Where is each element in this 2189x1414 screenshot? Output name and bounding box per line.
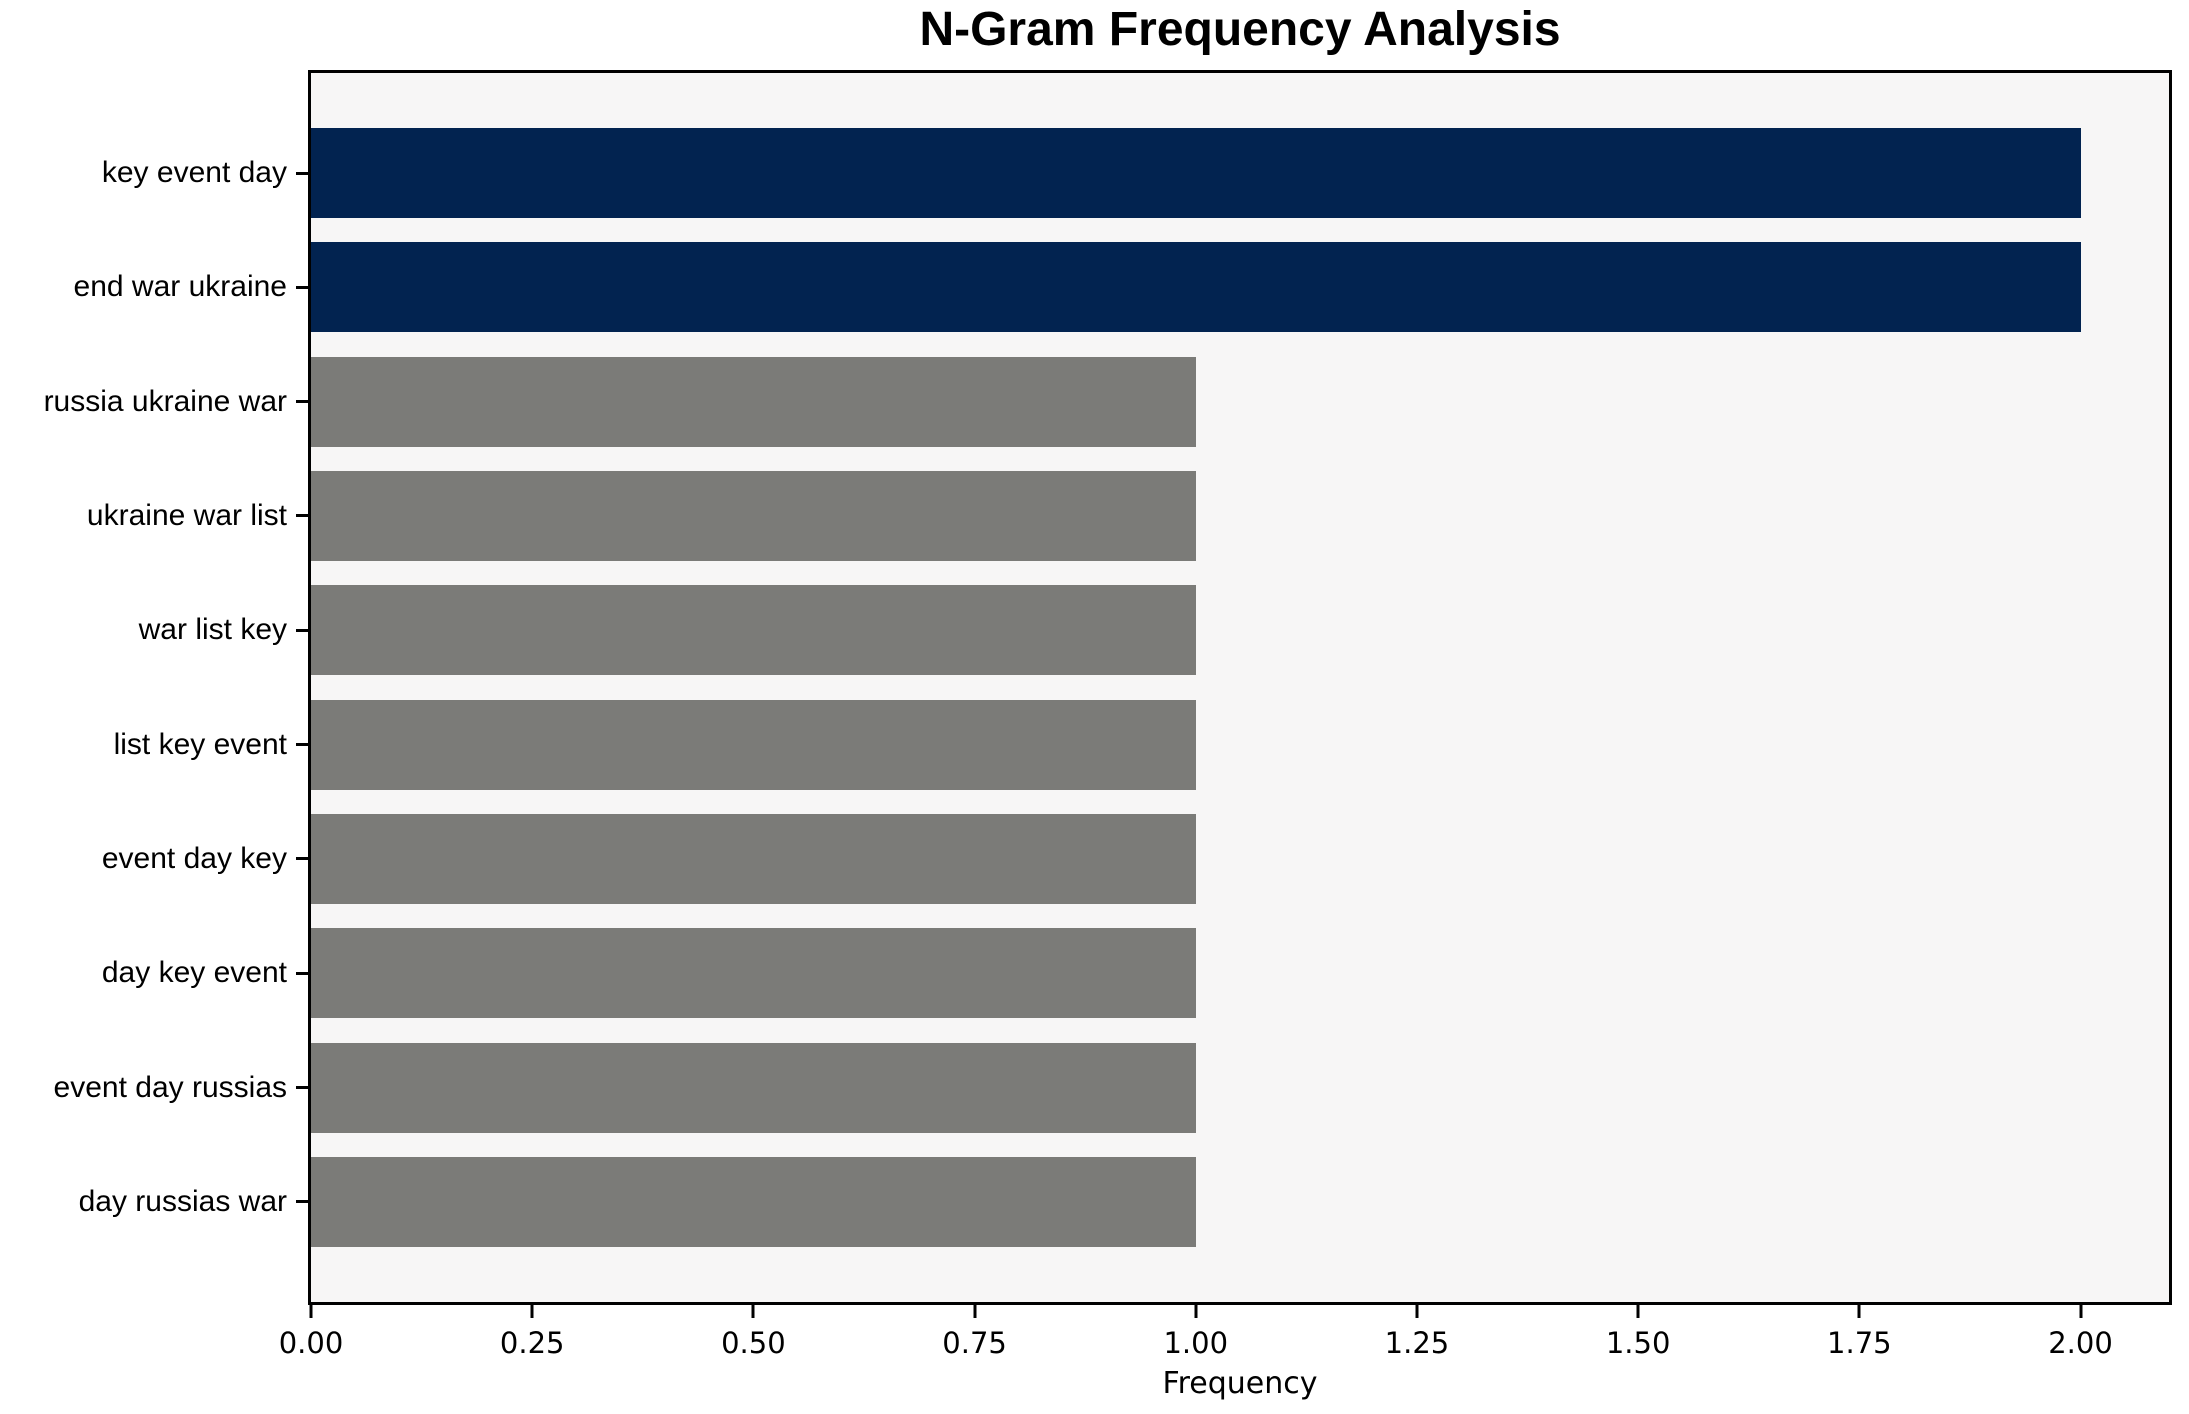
y-tick-row: day russias war: [0, 1157, 308, 1247]
y-axis: key event day end war ukraine russia ukrai…: [0, 73, 308, 1302]
y-tick-mark: [296, 628, 308, 632]
x-tick-mark: [751, 1305, 755, 1318]
chart-title: N-Gram Frequency Analysis: [919, 3, 1561, 56]
x-tick-mark: [530, 1305, 534, 1318]
bars-container: [311, 73, 2169, 1302]
y-tick-label: day russias war: [78, 1184, 287, 1218]
x-axis-label: Frequency: [1162, 1366, 1318, 1401]
y-tick-label: day key event: [101, 956, 287, 990]
y-tick-row: war list key: [0, 585, 308, 675]
y-tick-mark: [296, 1200, 308, 1204]
y-tick-row: end war ukraine: [0, 242, 308, 332]
x-tick-mark: [1636, 1305, 1640, 1318]
y-tick-mark: [296, 971, 308, 975]
y-tick-row: ukraine war list: [0, 471, 308, 561]
x-axis: 0.00 0.25 0.50 0.75 1.00 1.25 1.50 1.75 2.00: [279, 1305, 2169, 1375]
y-tick-row: event day russias: [0, 1043, 308, 1133]
bar-war-list-key: [311, 585, 1196, 676]
bar-ukraine-war-list: [311, 470, 1196, 561]
y-tick-mark: [296, 514, 308, 518]
x-tick-label: 2.00: [2048, 1326, 2113, 1360]
y-tick-row: event day key: [0, 814, 308, 904]
y-tick-row: day key event: [0, 928, 308, 1018]
y-tick-row: key event day: [0, 128, 308, 218]
x-tick-mark: [2079, 1305, 2083, 1318]
y-tick-mark: [296, 285, 308, 289]
y-tick-label: end war ukraine: [73, 270, 287, 304]
bar-end-war-ukraine: [311, 242, 2081, 333]
bar-day-key-event: [311, 928, 1196, 1019]
y-tick-label: ukraine war list: [86, 498, 287, 532]
x-tick-mark: [1857, 1305, 1861, 1318]
y-tick-label: list key event: [113, 727, 287, 761]
y-tick-mark: [296, 171, 308, 175]
y-tick-label: key event day: [101, 156, 287, 189]
x-tick-label: 1.50: [1605, 1326, 1671, 1360]
y-tick-mark: [296, 400, 308, 404]
bar-day-russias-war: [311, 1156, 1196, 1247]
y-tick-label: war list key: [138, 613, 287, 647]
x-tick-mark: [309, 1305, 313, 1318]
x-tick-mark: [973, 1305, 977, 1318]
x-tick-label: 0.50: [721, 1326, 786, 1360]
y-tick-mark: [296, 1086, 308, 1090]
x-tick-label: 0.75: [942, 1326, 1007, 1360]
y-tick-row: russia ukraine war: [0, 357, 308, 447]
x-tick-label: 1.25: [1384, 1326, 1450, 1360]
y-tick-label: event day key: [101, 841, 287, 875]
bar-event-day-key: [311, 813, 1196, 904]
x-tick-label: 0.00: [278, 1326, 344, 1360]
y-tick-mark: [296, 857, 308, 861]
y-tick-row: list key event: [0, 700, 308, 790]
bar-list-key-event: [311, 699, 1196, 790]
x-tick-mark: [1415, 1305, 1419, 1318]
x-tick-label: 1.00: [1163, 1326, 1229, 1360]
bar-russia-ukraine-war: [311, 356, 1196, 447]
x-tick-mark: [1194, 1305, 1198, 1318]
plot-area: [308, 70, 2172, 1305]
y-tick-label: event day russias: [53, 1070, 287, 1104]
y-tick-label: russia ukraine war: [43, 384, 287, 418]
bar-event-day-russias: [311, 1042, 1196, 1133]
x-tick-label: 0.25: [499, 1326, 565, 1360]
bar-key-event-day: [311, 128, 2081, 218]
y-tick-mark: [296, 743, 308, 747]
x-tick-label: 1.75: [1827, 1326, 1892, 1360]
